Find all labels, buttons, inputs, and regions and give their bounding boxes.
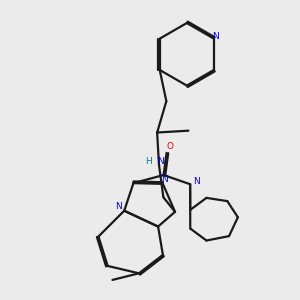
Text: N: N [158,157,164,166]
Text: N: N [161,175,168,184]
Text: N: N [115,202,122,211]
Text: N: N [212,32,219,41]
Text: O: O [166,142,173,151]
Text: H: H [145,157,152,166]
Text: N: N [194,177,200,186]
